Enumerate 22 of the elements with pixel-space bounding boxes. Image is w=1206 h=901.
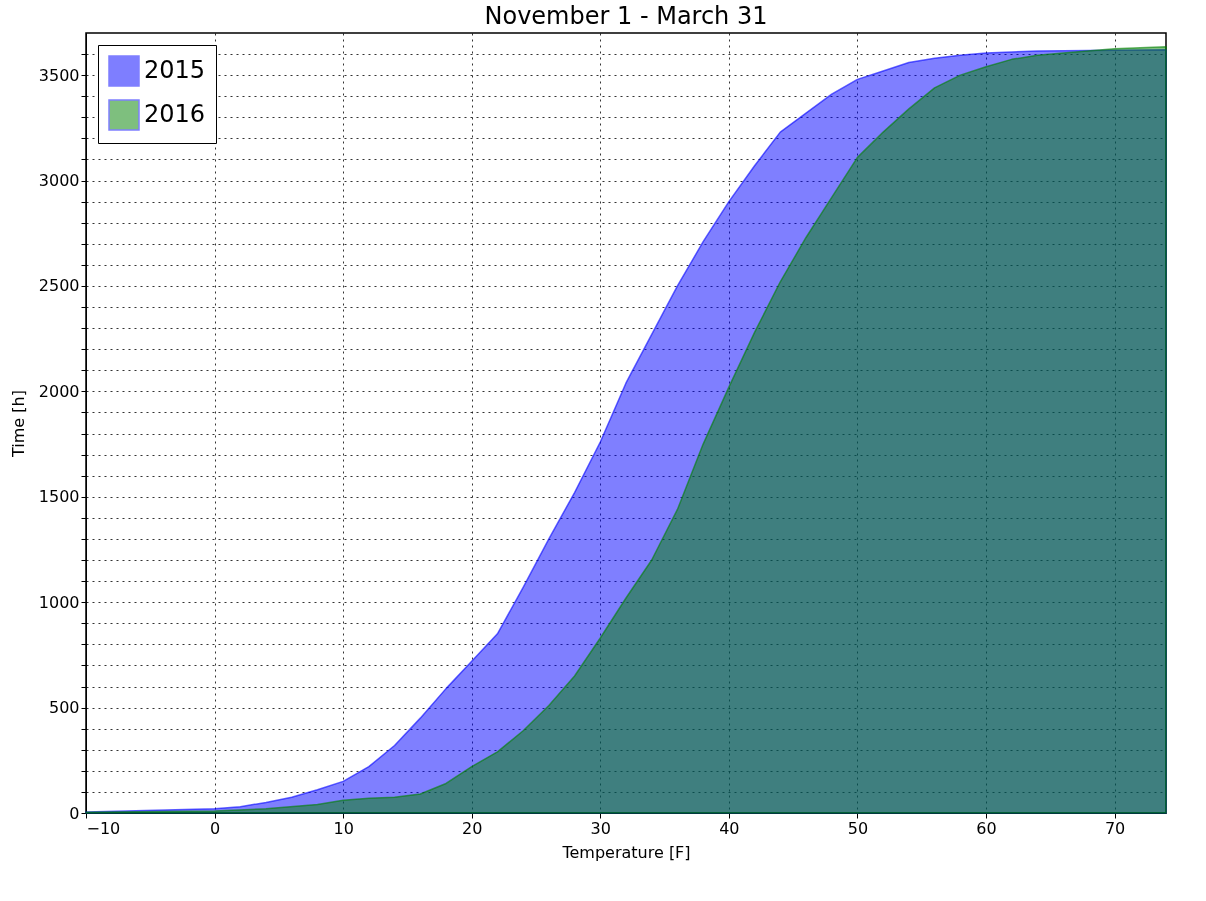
x-tick-label: 60 (976, 818, 997, 838)
x-tick-label: −10 (86, 818, 121, 838)
y-tick-label: 1500 (38, 487, 80, 507)
x-tick-label: 20 (462, 818, 483, 838)
x-tick-label: 0 (209, 818, 221, 838)
y-tick-label: 2000 (38, 381, 80, 401)
y-tick-label: 2500 (38, 276, 80, 296)
legend-label: 2015 (144, 56, 206, 84)
y-tick-label: 1000 (38, 592, 80, 612)
x-tick-label: 10 (333, 818, 354, 838)
y-tick-label: 3500 (38, 65, 80, 85)
y-tick-label: 0 (69, 803, 80, 823)
x-axis-title: Temperature [F] (561, 842, 691, 862)
x-tick-label: 40 (719, 818, 740, 838)
legend-label: 2016 (144, 100, 206, 128)
x-tick-label: 30 (590, 818, 611, 838)
chart-title: November 1 - March 31 (484, 2, 768, 30)
y-tick-label: 500 (48, 698, 80, 718)
x-tick-label: 70 (1104, 818, 1126, 838)
y-tick-label: 3000 (38, 171, 80, 191)
y-axis-title: Time [h] (8, 390, 28, 458)
x-tick-label: 50 (847, 818, 869, 838)
